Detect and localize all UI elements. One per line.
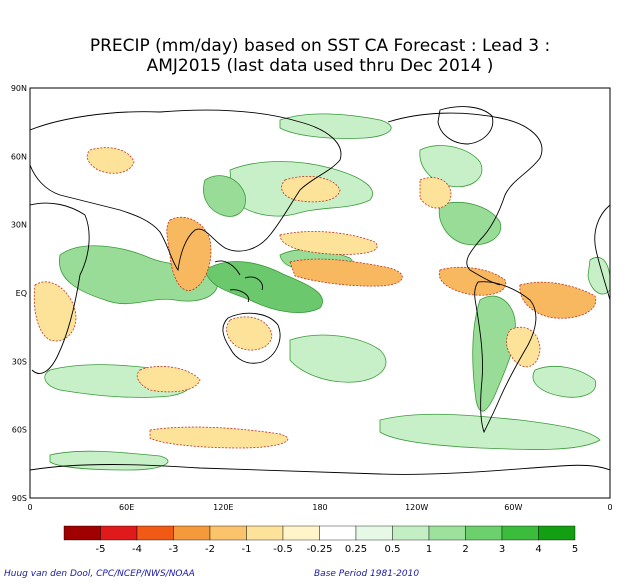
- legend-swatch-11: [465, 525, 503, 541]
- legend-swatch-7: [319, 525, 357, 541]
- legend-swatch-13: [538, 525, 576, 541]
- legend-swatch-8: [355, 525, 393, 541]
- footer-base-period: Base Period 1981-2010: [314, 569, 420, 579]
- lon-label-1: 60E: [119, 503, 134, 512]
- legend-colorbar: -5 -4 -3 -2 -1 -0.5 -0.25 0.25 0.5 1 2 3 4 5: [63, 525, 578, 555]
- dry-patch-atlantic-eq: [519, 281, 597, 319]
- dry-patch-southern-ocean: [149, 426, 289, 449]
- latitude-axis: 90N 60N 30N EQ 30S 60S 90S: [11, 84, 27, 503]
- dry-patch-africa: [33, 281, 77, 342]
- legend-label-13: 5: [572, 544, 578, 555]
- legend-label-6: -0.25: [307, 544, 333, 555]
- dry-patch-india: [166, 216, 212, 291]
- lat-label-6: 90S: [12, 494, 27, 503]
- legend-label-3: -2: [205, 544, 215, 555]
- legend-swatch-5: [246, 525, 284, 541]
- legend-swatch-6: [282, 525, 320, 541]
- lat-label-3: EQ: [16, 289, 27, 298]
- lon-label-5: 60W: [504, 503, 522, 512]
- wet-patch-southern-ocean: [379, 413, 601, 450]
- lat-label-5: 60S: [12, 426, 27, 435]
- maritime-continent-outline: [214, 260, 263, 303]
- north-america-outline: [387, 112, 543, 286]
- wet-patch-maritime-continent: [204, 261, 323, 313]
- lon-label-3: 180: [312, 503, 327, 512]
- wet-patch-north-atlantic: [419, 145, 483, 188]
- legend-label-0: -5: [96, 544, 106, 555]
- legend-label-11: 3: [499, 544, 505, 555]
- wet-patch-south-atlantic: [532, 365, 597, 398]
- lon-label-6: 0: [607, 503, 612, 512]
- africa-right-outline: [594, 204, 610, 301]
- dry-patch-east-pacific: [438, 266, 507, 296]
- dry-patch-south-indian: [136, 365, 201, 393]
- wet-patch-indian-ocean: [59, 245, 218, 304]
- legend-swatch-9: [392, 525, 430, 541]
- south-america-outline: [474, 281, 537, 434]
- legend-swatch-0: [63, 525, 101, 541]
- legend-label-9: 1: [426, 544, 432, 555]
- dry-patch-europe: [86, 147, 135, 174]
- wet-patch-south-america: [472, 295, 516, 412]
- lat-label-1: 60N: [11, 152, 27, 161]
- legend-label-8: 0.5: [385, 544, 401, 555]
- lat-label-2: 30N: [11, 221, 27, 230]
- greenland-outline: [437, 106, 494, 145]
- legend-label-10: 2: [462, 544, 468, 555]
- map-frame: [29, 87, 611, 499]
- legend-swatch-1: [100, 525, 138, 541]
- lon-label-2: 120E: [213, 503, 233, 512]
- legend-swatch-3: [173, 525, 211, 541]
- dry-patch-pacific-subtrop: [279, 231, 378, 255]
- title-line-2: AMJ2015 (last data used thru Dec 2014 ): [146, 56, 494, 76]
- longitude-axis: 0 60E 120E 180 120W 60W 0: [27, 503, 612, 512]
- wet-patch-east-asia: [203, 175, 246, 217]
- legend-label-5: -0.5: [273, 544, 293, 555]
- dry-patch-australia: [226, 316, 273, 351]
- dry-patch-north-america: [419, 177, 452, 209]
- lon-label-4: 120W: [405, 503, 428, 512]
- map-field: [30, 88, 610, 498]
- legend-label-12: 4: [535, 544, 541, 555]
- antarctica-outline: [30, 464, 610, 475]
- legend-label-4: -1: [242, 544, 252, 555]
- dry-patch-central-pacific: [289, 258, 403, 287]
- footer-credit: Huug van den Dool, CPC/NCEP/NWS/NOAA: [4, 569, 195, 579]
- title-line-1: PRECIP (mm/day) based on SST CA Forecast…: [89, 36, 551, 56]
- legend-swatch-4: [209, 525, 247, 541]
- lat-label-4: 30S: [12, 357, 27, 366]
- legend-label-1: -4: [132, 544, 142, 555]
- wet-patch-south-pacific: [289, 334, 387, 383]
- legend-swatch-10: [428, 525, 466, 541]
- legend-label-7: 0.25: [345, 544, 367, 555]
- legend-label-2: -3: [169, 544, 179, 555]
- australia-outline: [222, 312, 281, 364]
- lat-label-0: 90N: [11, 84, 27, 93]
- lon-label-0: 0: [27, 503, 32, 512]
- legend-swatch-12: [501, 525, 539, 541]
- continent-outlines: [30, 106, 610, 475]
- wet-patch-arctic: [279, 113, 392, 139]
- eurasia-outline: [30, 109, 342, 272]
- africa-outline: [30, 202, 90, 374]
- legend-swatch-2: [136, 525, 174, 541]
